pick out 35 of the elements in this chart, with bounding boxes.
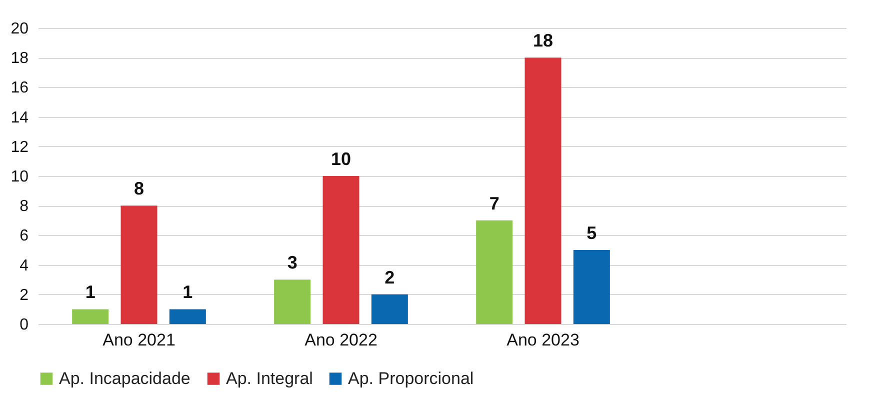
y-tick-label: 0: [20, 316, 29, 334]
bar: [169, 309, 206, 324]
y-tick-label: 12: [10, 138, 29, 156]
y-tick-label: 18: [10, 50, 29, 68]
x-tick-label: Ano 2022: [304, 330, 378, 350]
bar: [72, 309, 109, 324]
x-tick-label: Ano 2023: [506, 330, 580, 350]
y-tick-label: 6: [20, 228, 29, 245]
legend-label: Ap. Incapacidade: [59, 368, 190, 388]
y-tick-label: 20: [10, 20, 29, 38]
y-tick-label: 14: [10, 109, 29, 126]
data-label: 5: [586, 223, 597, 243]
bar: [274, 280, 311, 324]
data-label: 1: [85, 282, 96, 302]
bar: [524, 58, 562, 324]
bar: [476, 220, 513, 324]
bar: [371, 294, 408, 324]
bar: [322, 176, 360, 324]
data-label: 2: [384, 267, 395, 288]
y-tick-label: 2: [20, 286, 29, 304]
data-label: 10: [330, 149, 352, 169]
y-tick-label: 4: [20, 257, 29, 274]
legend-label: Ap. Proporcional: [348, 368, 474, 388]
x-tick-label: Ano 2021: [102, 330, 176, 350]
data-label: 8: [134, 178, 144, 199]
y-tick-label: 16: [10, 80, 29, 97]
y-tick-label: 8: [20, 198, 29, 216]
data-label: 7: [489, 193, 500, 214]
data-label: 3: [287, 252, 298, 273]
data-label: 18: [532, 30, 554, 51]
bar: [573, 250, 610, 324]
data-label: 1: [182, 282, 193, 302]
legend-label: Ap. Integral: [226, 368, 313, 388]
y-tick-label: 10: [10, 168, 29, 186]
bar: [120, 206, 158, 324]
